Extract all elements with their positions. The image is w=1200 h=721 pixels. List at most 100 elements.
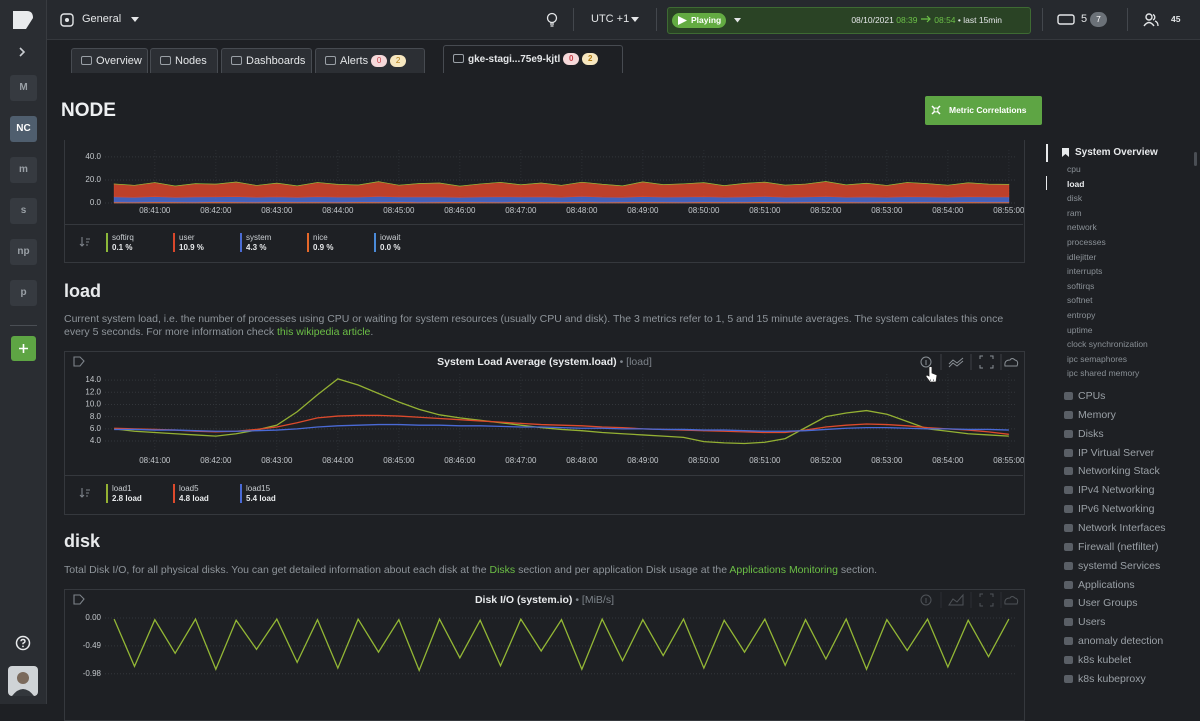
link[interactable]: Applications Monitoring: [729, 564, 838, 576]
members-icon[interactable]: [1143, 12, 1159, 27]
timezone[interactable]: UTC +1: [591, 13, 630, 25]
link[interactable]: Disks: [489, 564, 516, 576]
nav-icon: [1064, 618, 1073, 627]
add-space-button[interactable]: [11, 336, 36, 361]
sort-icon[interactable]: [79, 236, 91, 248]
nav-section[interactable]: Disks: [1064, 428, 1104, 440]
info-button[interactable]: [920, 356, 932, 368]
fullscreen-button[interactable]: [979, 593, 994, 607]
add-to-dashboard-button[interactable]: [1004, 358, 1019, 367]
nav-section-label: IPv6 Networking: [1078, 503, 1155, 516]
nav-icon: [1064, 429, 1073, 438]
text: .: [370, 326, 374, 338]
expand-icon[interactable]: [18, 47, 26, 57]
nav-item[interactable]: network: [1067, 222, 1097, 233]
fullscreen-button[interactable]: [979, 355, 994, 369]
nav-section[interactable]: IP Virtual Server: [1064, 447, 1154, 459]
text: Total Disk I/O, for all physical disks. …: [64, 564, 490, 576]
tab[interactable]: gke-stagi...75e9-kjtl 0 2: [443, 45, 623, 73]
nav-icon: [1064, 467, 1073, 476]
metric-correlations-button[interactable]: Metric Correlations: [925, 96, 1042, 125]
logo[interactable]: [12, 10, 34, 30]
nav-item[interactable]: ipc shared memory: [1067, 368, 1140, 379]
dropdown-caret[interactable]: [734, 18, 741, 23]
legend-entry[interactable]: load1 2.8 load: [106, 484, 166, 504]
chart-plot: 0.00 -0.49 -0.98: [83, 613, 1017, 678]
tab[interactable]: Alerts 0 2: [315, 48, 425, 73]
nav-icon: [1064, 637, 1073, 646]
legend-entry[interactable]: nice 0.9 %: [307, 233, 367, 253]
nav-section-label: User Groups: [1078, 597, 1138, 610]
nav-item[interactable]: clock synchronization: [1067, 339, 1148, 350]
time-control[interactable]: Playing 08/10/2021 08:39 08:54 • last 15…: [667, 7, 1031, 34]
nav-item[interactable]: idlejitter: [1067, 251, 1097, 262]
add-to-dashboard-button[interactable]: [1004, 596, 1019, 605]
nav-item[interactable]: load: [1067, 178, 1085, 189]
legend-swatch: [106, 484, 108, 503]
legend-swatch: [374, 233, 376, 252]
nav-item[interactable]: entropy: [1067, 310, 1096, 320]
space-name[interactable]: General: [82, 13, 122, 25]
legend-entry[interactable]: softirq 0.1 %: [106, 233, 166, 253]
space-button[interactable]: s: [10, 198, 37, 224]
legend-entry[interactable]: system 4.3 %: [240, 233, 300, 253]
space-button[interactable]: np: [10, 239, 37, 265]
legend-entry[interactable]: iowait 0.0 %: [374, 233, 434, 253]
nav-item[interactable]: disk: [1067, 193, 1083, 204]
nav-item[interactable]: uptime: [1067, 324, 1093, 335]
sort-icon[interactable]: [79, 487, 91, 499]
play-status[interactable]: Playing: [672, 13, 726, 28]
members-count[interactable]: 45: [1171, 14, 1181, 24]
chart-name: Disk I/O (system.io): [474, 594, 573, 606]
nav-section[interactable]: Memory: [1064, 409, 1116, 421]
legend-entry[interactable]: load5 4.8 load: [173, 484, 233, 504]
nav-section[interactable]: Networking Stack: [1064, 465, 1160, 477]
help-icon[interactable]: [15, 635, 31, 651]
nav-section[interactable]: k8s kubelet: [1064, 654, 1131, 666]
space-button[interactable]: NC: [10, 116, 37, 142]
nav-item[interactable]: processes: [1067, 237, 1106, 247]
nav-item[interactable]: ram: [1067, 207, 1082, 218]
nav-section[interactable]: IPv4 Networking: [1064, 484, 1154, 496]
link[interactable]: this wikipedia article: [277, 326, 371, 338]
tab[interactable]: Overview: [71, 48, 148, 73]
chart-type-button[interactable]: [948, 357, 964, 368]
space-button[interactable]: p: [10, 280, 37, 306]
nav-section[interactable]: User Groups: [1064, 597, 1138, 609]
dropdown-caret[interactable]: [131, 17, 139, 23]
nav-section[interactable]: IPv6 Networking: [1064, 503, 1154, 515]
separator: [573, 8, 574, 31]
tab[interactable]: Dashboards: [221, 48, 312, 73]
nav-section[interactable]: anomaly detection: [1064, 635, 1163, 647]
user-avatar[interactable]: [8, 666, 38, 696]
scrollbar: [1194, 152, 1197, 166]
legend-entry[interactable]: load15 5.4 load: [240, 484, 300, 504]
chart-type-button[interactable]: [948, 593, 964, 606]
nav-section[interactable]: CPUs: [1064, 390, 1105, 402]
nav-section[interactable]: Network Interfaces: [1064, 522, 1166, 534]
space-button[interactable]: M: [10, 75, 37, 101]
nav-section[interactable]: Users: [1064, 616, 1105, 628]
nodes-count[interactable]: 5: [1081, 13, 1088, 25]
mouse-cursor: [925, 366, 938, 383]
nav-title[interactable]: System Overview: [1075, 147, 1158, 158]
nav-section[interactable]: Applications: [1064, 579, 1135, 591]
nav-item[interactable]: ipc semaphores: [1067, 353, 1128, 364]
theme-icon[interactable]: [545, 12, 559, 27]
nav-item[interactable]: softirqs: [1067, 280, 1095, 291]
nav-section[interactable]: k8s kubeproxy: [1064, 673, 1146, 685]
nav-item[interactable]: softnet: [1067, 295, 1093, 306]
nav-item[interactable]: interrupts: [1067, 266, 1103, 277]
dropdown-caret[interactable]: [631, 17, 639, 23]
space-button[interactable]: m: [10, 157, 37, 183]
nav-icon: [1064, 448, 1073, 457]
nav-section[interactable]: systemd Services: [1064, 560, 1160, 572]
tab[interactable]: Nodes: [150, 48, 218, 73]
legend-entry[interactable]: user 10.9 %: [173, 233, 233, 253]
legend-swatch: [106, 233, 108, 252]
info-button[interactable]: [920, 594, 932, 606]
divider: [65, 475, 1023, 476]
nodes-icon[interactable]: [1057, 14, 1075, 25]
nav-section[interactable]: Firewall (netfilter): [1064, 541, 1159, 553]
nav-item[interactable]: cpu: [1067, 164, 1081, 174]
